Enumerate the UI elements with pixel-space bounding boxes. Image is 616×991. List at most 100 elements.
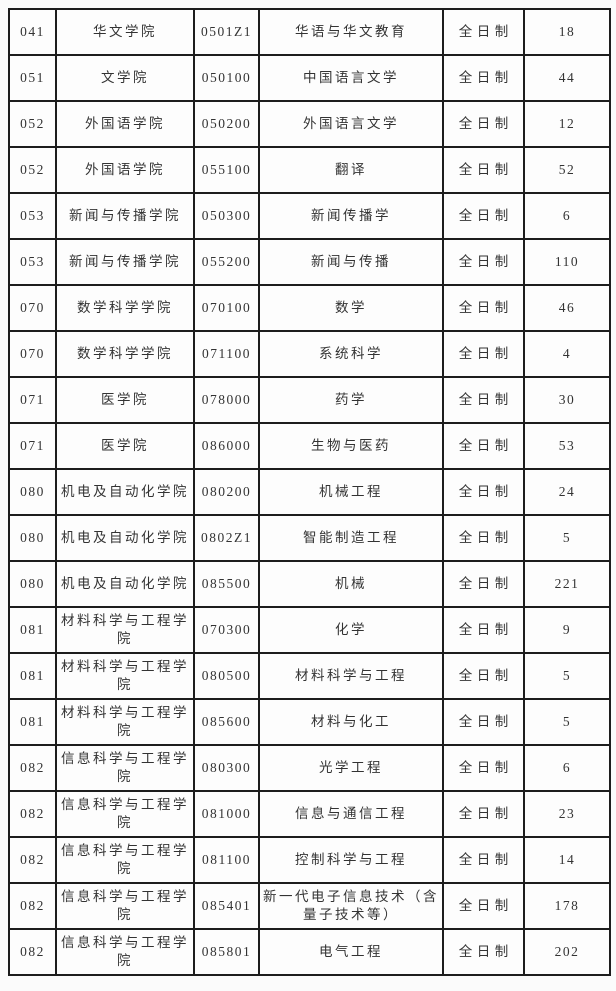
dept-code-cell: 053 bbox=[8, 238, 57, 286]
college-cell: 医学院 bbox=[55, 376, 195, 424]
program-name-cell: 数学 bbox=[258, 284, 444, 332]
study-type-cell: 全日制 bbox=[442, 606, 525, 654]
table-row: 082 信息科学与工程学院 081100 控制科学与工程 全日制 14 bbox=[8, 836, 611, 884]
program-name-cell: 新一代电子信息技术（含量子技术等） bbox=[258, 882, 444, 930]
college-cell: 机电及自动化学院 bbox=[55, 468, 195, 516]
program-name-cell: 光学工程 bbox=[258, 744, 444, 792]
program-name-cell: 华语与华文教育 bbox=[258, 8, 444, 56]
quota-cell: 12 bbox=[523, 100, 611, 148]
dept-code-cell: 081 bbox=[8, 698, 57, 746]
program-code-cell: 085401 bbox=[193, 882, 260, 930]
dept-code-cell: 082 bbox=[8, 790, 57, 838]
college-cell: 文学院 bbox=[55, 54, 195, 102]
college-cell: 信息科学与工程学院 bbox=[55, 882, 195, 930]
program-code-cell: 086000 bbox=[193, 422, 260, 470]
program-name-cell: 新闻传播学 bbox=[258, 192, 444, 240]
table-row: 081 材料科学与工程学院 070300 化学 全日制 9 bbox=[8, 606, 611, 654]
study-type-cell: 全日制 bbox=[442, 238, 525, 286]
college-cell: 机电及自动化学院 bbox=[55, 560, 195, 608]
quota-cell: 202 bbox=[523, 928, 611, 976]
dept-code-cell: 052 bbox=[8, 100, 57, 148]
quota-cell: 18 bbox=[523, 8, 611, 56]
quota-cell: 24 bbox=[523, 468, 611, 516]
quota-cell: 23 bbox=[523, 790, 611, 838]
college-cell: 外国语学院 bbox=[55, 146, 195, 194]
study-type-cell: 全日制 bbox=[442, 54, 525, 102]
study-type-cell: 全日制 bbox=[442, 284, 525, 332]
study-type-cell: 全日制 bbox=[442, 330, 525, 378]
college-cell: 数学科学学院 bbox=[55, 284, 195, 332]
program-code-cell: 080200 bbox=[193, 468, 260, 516]
table-row: 081 材料科学与工程学院 080500 材料科学与工程 全日制 5 bbox=[8, 652, 611, 700]
quota-cell: 6 bbox=[523, 192, 611, 240]
study-type-cell: 全日制 bbox=[442, 8, 525, 56]
program-name-cell: 智能制造工程 bbox=[258, 514, 444, 562]
college-cell: 新闻与传播学院 bbox=[55, 192, 195, 240]
college-cell: 信息科学与工程学院 bbox=[55, 836, 195, 884]
quota-cell: 52 bbox=[523, 146, 611, 194]
quota-cell: 46 bbox=[523, 284, 611, 332]
program-name-cell: 系统科学 bbox=[258, 330, 444, 378]
college-cell: 信息科学与工程学院 bbox=[55, 790, 195, 838]
table-row: 080 机电及自动化学院 0802Z1 智能制造工程 全日制 5 bbox=[8, 514, 611, 562]
dept-code-cell: 082 bbox=[8, 744, 57, 792]
table-row: 082 信息科学与工程学院 085401 新一代电子信息技术（含量子技术等） 全… bbox=[8, 882, 611, 930]
program-name-cell: 生物与医药 bbox=[258, 422, 444, 470]
quota-cell: 5 bbox=[523, 652, 611, 700]
quota-cell: 53 bbox=[523, 422, 611, 470]
college-cell: 信息科学与工程学院 bbox=[55, 928, 195, 976]
study-type-cell: 全日制 bbox=[442, 652, 525, 700]
table-row: 051 文学院 050100 中国语言文学 全日制 44 bbox=[8, 54, 611, 102]
program-name-cell: 化学 bbox=[258, 606, 444, 654]
study-type-cell: 全日制 bbox=[442, 744, 525, 792]
dept-code-cell: 080 bbox=[8, 468, 57, 516]
study-type-cell: 全日制 bbox=[442, 514, 525, 562]
college-cell: 医学院 bbox=[55, 422, 195, 470]
dept-code-cell: 081 bbox=[8, 606, 57, 654]
table-row: 082 信息科学与工程学院 085801 电气工程 全日制 202 bbox=[8, 928, 611, 976]
quota-cell: 9 bbox=[523, 606, 611, 654]
program-name-cell: 材料科学与工程 bbox=[258, 652, 444, 700]
quota-cell: 6 bbox=[523, 744, 611, 792]
program-name-cell: 中国语言文学 bbox=[258, 54, 444, 102]
dept-code-cell: 052 bbox=[8, 146, 57, 194]
quota-cell: 5 bbox=[523, 698, 611, 746]
college-cell: 外国语学院 bbox=[55, 100, 195, 148]
program-code-cell: 0802Z1 bbox=[193, 514, 260, 562]
program-code-cell: 055200 bbox=[193, 238, 260, 286]
table-row: 053 新闻与传播学院 055200 新闻与传播 全日制 110 bbox=[8, 238, 611, 286]
program-code-cell: 0501Z1 bbox=[193, 8, 260, 56]
study-type-cell: 全日制 bbox=[442, 100, 525, 148]
dept-code-cell: 071 bbox=[8, 422, 57, 470]
table-row: 052 外国语学院 055100 翻译 全日制 52 bbox=[8, 146, 611, 194]
dept-code-cell: 080 bbox=[8, 514, 57, 562]
dept-code-cell: 051 bbox=[8, 54, 57, 102]
dept-code-cell: 082 bbox=[8, 928, 57, 976]
table-row: 070 数学科学学院 070100 数学 全日制 46 bbox=[8, 284, 611, 332]
table-row: 052 外国语学院 050200 外国语言文学 全日制 12 bbox=[8, 100, 611, 148]
program-code-cell: 085600 bbox=[193, 698, 260, 746]
study-type-cell: 全日制 bbox=[442, 468, 525, 516]
study-type-cell: 全日制 bbox=[442, 422, 525, 470]
program-code-cell: 055100 bbox=[193, 146, 260, 194]
table-row: 080 机电及自动化学院 080200 机械工程 全日制 24 bbox=[8, 468, 611, 516]
program-code-cell: 070300 bbox=[193, 606, 260, 654]
program-code-cell: 085801 bbox=[193, 928, 260, 976]
program-code-cell: 050100 bbox=[193, 54, 260, 102]
table-row: 053 新闻与传播学院 050300 新闻传播学 全日制 6 bbox=[8, 192, 611, 240]
dept-code-cell: 041 bbox=[8, 8, 57, 56]
quota-cell: 4 bbox=[523, 330, 611, 378]
program-code-cell: 050300 bbox=[193, 192, 260, 240]
college-cell: 数学科学学院 bbox=[55, 330, 195, 378]
quota-cell: 221 bbox=[523, 560, 611, 608]
quota-cell: 30 bbox=[523, 376, 611, 424]
program-name-cell: 机械 bbox=[258, 560, 444, 608]
program-name-cell: 新闻与传播 bbox=[258, 238, 444, 286]
programs-table-body: 041 华文学院 0501Z1 华语与华文教育 全日制 18 051 文学院 0… bbox=[8, 8, 611, 976]
table-row: 070 数学科学学院 071100 系统科学 全日制 4 bbox=[8, 330, 611, 378]
program-code-cell: 070100 bbox=[193, 284, 260, 332]
table-row: 080 机电及自动化学院 085500 机械 全日制 221 bbox=[8, 560, 611, 608]
study-type-cell: 全日制 bbox=[442, 560, 525, 608]
program-code-cell: 085500 bbox=[193, 560, 260, 608]
study-type-cell: 全日制 bbox=[442, 376, 525, 424]
